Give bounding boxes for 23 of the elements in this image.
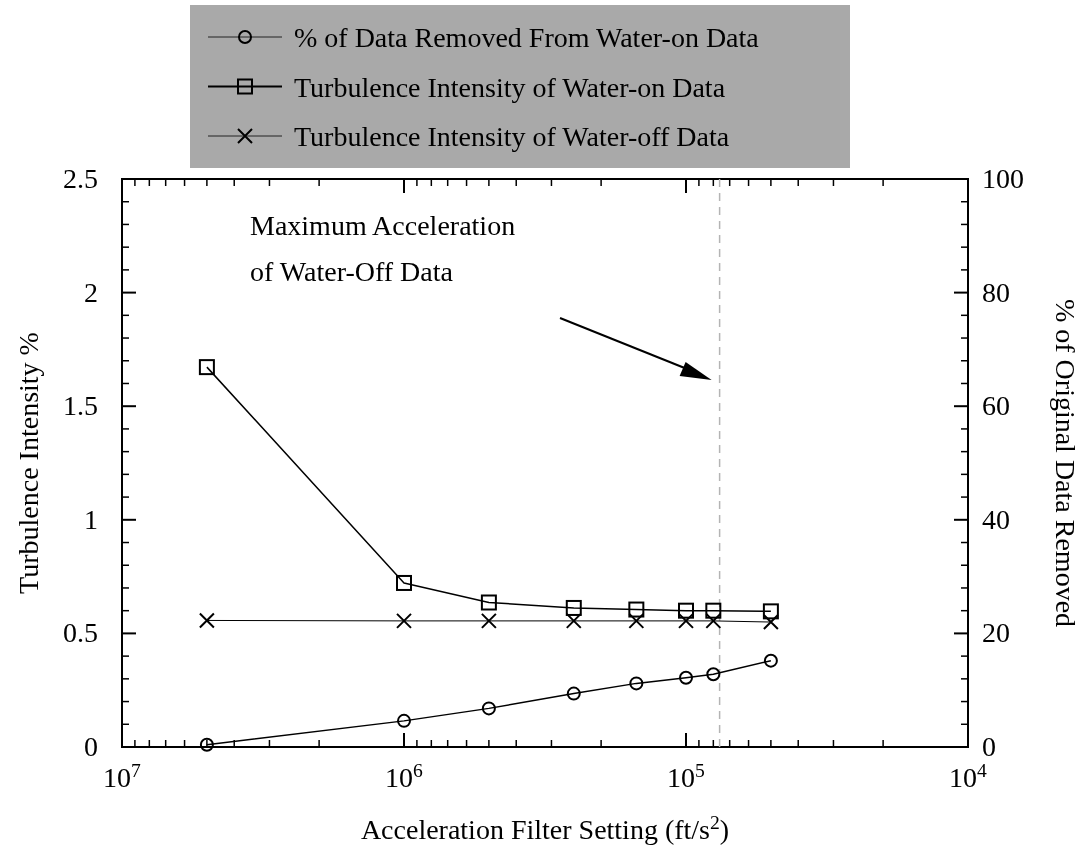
x-axis-title: Acceleration Filter Setting (ft/s$^{2}$)	[360, 811, 730, 845]
y2-tick-label: 80	[982, 276, 1010, 308]
x-tick-label: 10$^{7}$	[103, 759, 142, 793]
y-tick-label: 2	[84, 276, 98, 308]
y-tick-label: 2.5	[63, 163, 98, 194]
y2-tick-label: 0	[982, 731, 996, 762]
x-tick-label: 10$^{5}$	[667, 759, 706, 793]
y-tick-label: 1.5	[63, 390, 98, 422]
y-tick-label: 0	[84, 731, 98, 762]
y2-tick-label: 20	[982, 617, 1010, 649]
legend-label: % of Data Removed From Water-on Data	[294, 22, 760, 53]
y-tick-label: 1	[84, 503, 98, 535]
legend-label: Turbulence Intensity of Water-off Data	[294, 121, 730, 152]
x-tick-label: 10$^{4}$	[949, 759, 988, 793]
y-tick-label: 0.5	[63, 617, 98, 649]
annotation: Maximum Acceleration of Water-Off Data	[250, 210, 516, 287]
y2-tick-label: 60	[982, 390, 1010, 422]
legend-label: Turbulence Intensity of Water-on Data	[294, 71, 726, 103]
y2-axis-title: % of Original Data Removed	[1050, 298, 1081, 628]
y-axis-title: Turbulence Intensity %	[13, 332, 44, 594]
y2-tick-label: 40	[982, 503, 1010, 535]
x-tick-label: 10$^{6}$	[385, 759, 424, 793]
y2-tick-label: 100	[982, 163, 1024, 194]
